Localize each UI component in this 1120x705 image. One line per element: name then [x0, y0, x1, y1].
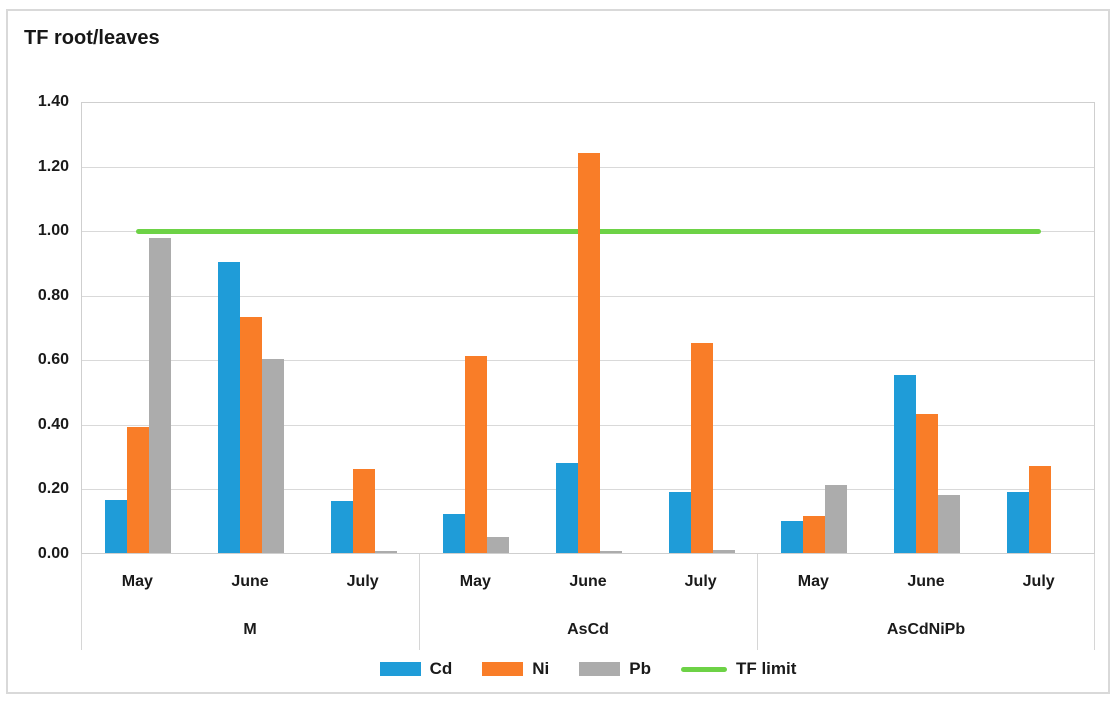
bar-pb	[374, 551, 397, 553]
cd-swatch-icon	[379, 662, 421, 676]
group-divider	[757, 554, 758, 650]
pb-swatch-icon	[579, 662, 621, 676]
legend-item-pb: Pb	[579, 659, 651, 679]
legend-item-tf-limit: TF limit	[680, 659, 797, 679]
bar-pb	[712, 549, 735, 553]
legend-label: TF limit	[735, 659, 797, 678]
y-tick-label: 0.40	[37, 415, 69, 433]
plot-area	[81, 102, 1095, 554]
bar-cd	[330, 501, 353, 553]
bar-ni	[578, 152, 600, 553]
bar-pb	[825, 485, 848, 553]
legend-item-ni: Ni	[482, 659, 549, 679]
legend-label: Ni	[532, 659, 550, 678]
chart-title: TF root/leaves	[24, 27, 160, 49]
bar-ni	[690, 343, 713, 553]
figure-frame: TF root/leaves 1.40 1.20 1.00 0.80 0.60 0.40 0…	[6, 9, 1110, 694]
y-tick-label: 1.20	[37, 157, 69, 175]
bar-pb	[149, 238, 172, 553]
group-divider	[1094, 554, 1095, 650]
ni-swatch-icon	[482, 662, 524, 676]
tf-limit-line-icon	[680, 666, 727, 672]
bar-cd	[218, 262, 240, 553]
group-divider	[419, 554, 420, 650]
month-label: May	[121, 573, 153, 590]
bar-pb	[600, 551, 622, 553]
bar-cd	[781, 520, 804, 553]
month-label: June	[907, 573, 945, 590]
bar-cd	[556, 462, 578, 553]
month-label: May	[797, 573, 829, 590]
bar-cd	[1006, 491, 1029, 553]
bar-ni	[1028, 465, 1051, 553]
group-label: AsCdNiPb	[886, 621, 966, 638]
bar-ni	[916, 414, 938, 553]
legend-label: Cd	[429, 659, 453, 678]
y-tick-label: 0.60	[37, 351, 69, 369]
group-label: AsCd	[567, 621, 609, 638]
y-axis: 1.40 1.20 1.00 0.80 0.60 0.40 0.20 0.00	[8, 93, 69, 562]
bar-ni	[352, 469, 375, 553]
month-label: June	[231, 573, 269, 590]
bar-cd	[894, 375, 916, 553]
bar-cd	[443, 514, 466, 553]
month-label: May	[459, 573, 491, 590]
bar-ni	[127, 427, 150, 553]
bar-pb	[262, 359, 284, 553]
category-axis: May June July May June July May June July M AsCd As…	[81, 554, 1095, 650]
bar-ni	[803, 515, 826, 553]
legend-item-cd: Cd	[379, 659, 453, 679]
bar-cd	[668, 491, 691, 553]
legend: Cd Ni Pb TF limit	[81, 659, 1095, 679]
y-tick-label: 0.20	[37, 480, 69, 498]
y-tick-label: 0.00	[37, 545, 69, 562]
month-label: July	[346, 573, 379, 590]
month-label: July	[1022, 573, 1055, 590]
bar-ni	[240, 317, 262, 553]
month-label: June	[569, 573, 607, 590]
group-label: M	[243, 621, 257, 638]
bar-pb	[487, 536, 510, 553]
bar-pb	[938, 494, 960, 553]
y-tick-label: 1.40	[37, 93, 69, 110]
y-tick-label: 1.00	[37, 222, 69, 240]
month-label: July	[684, 573, 717, 590]
group-divider	[81, 554, 82, 650]
bar-cd	[105, 499, 128, 553]
y-tick-label: 0.80	[37, 286, 69, 304]
bar-ni	[465, 356, 488, 553]
legend-label: Pb	[629, 659, 651, 678]
